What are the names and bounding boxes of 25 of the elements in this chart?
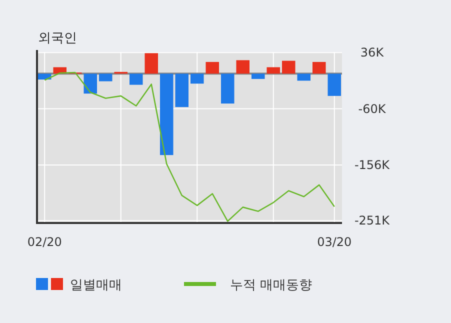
y-tick-label: -251K [354,214,391,228]
bar [220,74,234,104]
bar [84,74,98,94]
bar [236,60,250,74]
bar [251,74,265,79]
bar [206,62,220,74]
bar [190,74,204,84]
y-tick-label: -60K [358,102,387,116]
bar [266,67,280,74]
bar [328,74,342,96]
bar [312,62,326,74]
legend-label: 일별매매 [70,278,122,293]
legend-label: 누적 매매동향 [230,278,312,293]
chart-title: 외국인 [38,31,77,46]
line-series [44,72,336,222]
y-tick-label: -156K [354,158,391,172]
bar [282,60,296,74]
x-tick-label: 03/20 [317,235,352,249]
bar [144,53,158,74]
bar [129,74,143,85]
bar [98,74,112,82]
x-tick-label: 02/20 [27,235,62,249]
bar [38,74,52,80]
bar [297,74,311,81]
y-tick-label: 36K [360,46,385,60]
